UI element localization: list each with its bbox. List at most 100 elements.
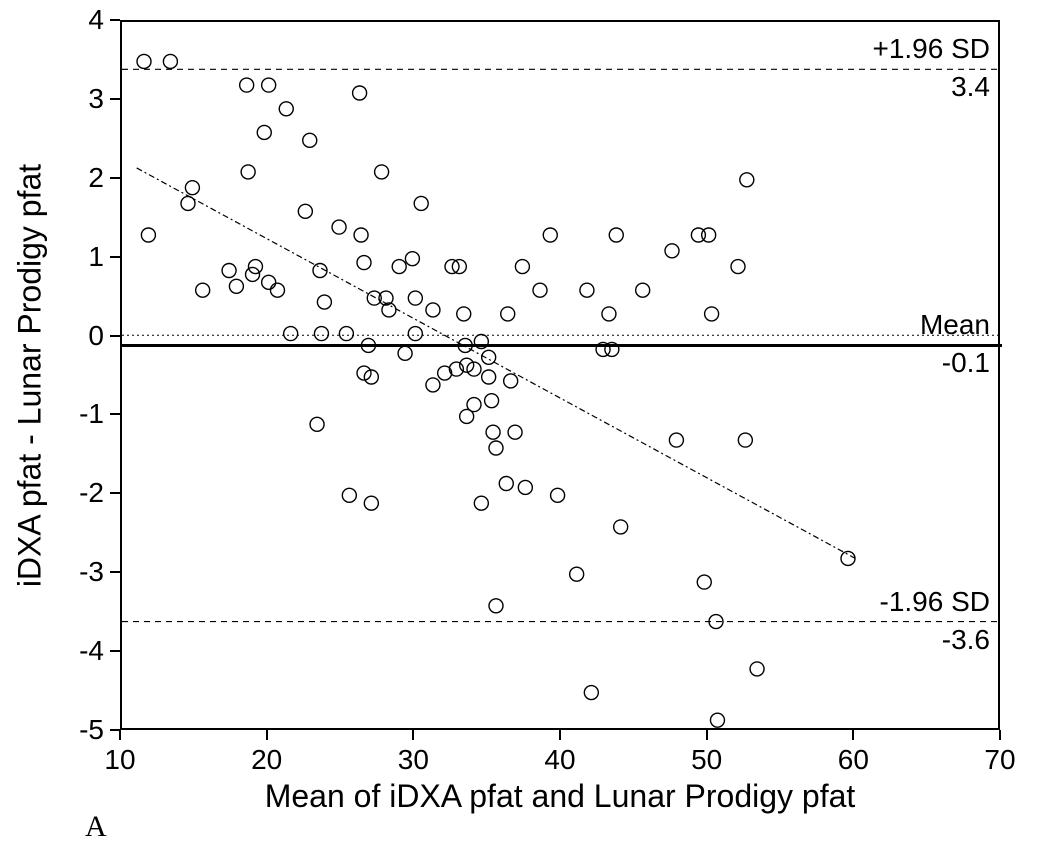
data-point bbox=[501, 307, 515, 321]
data-point bbox=[602, 307, 616, 321]
data-point bbox=[408, 327, 422, 341]
y-tick bbox=[110, 177, 120, 179]
data-point bbox=[731, 260, 745, 274]
y-axis-title: iDXA pfat - Lunar Prodigy pfat bbox=[12, 21, 49, 731]
data-point bbox=[196, 283, 210, 297]
data-point bbox=[515, 260, 529, 274]
data-point bbox=[504, 374, 518, 388]
data-point bbox=[141, 228, 155, 242]
x-tick bbox=[999, 730, 1001, 740]
y-tick-label: -3 bbox=[60, 556, 104, 588]
data-point bbox=[229, 279, 243, 293]
data-point bbox=[486, 425, 500, 439]
data-point bbox=[584, 686, 598, 700]
data-point bbox=[710, 713, 724, 727]
y-tick-label: 2 bbox=[60, 162, 104, 194]
data-point bbox=[303, 133, 317, 147]
data-point bbox=[499, 477, 513, 491]
data-point bbox=[353, 86, 367, 100]
y-tick bbox=[110, 413, 120, 415]
y-tick-label: 4 bbox=[60, 4, 104, 36]
upper-loa-label: +1.96 SD bbox=[830, 33, 990, 65]
data-point bbox=[636, 283, 650, 297]
x-tick-label: 10 bbox=[90, 744, 150, 776]
mean-line-value: -0.1 bbox=[830, 347, 990, 379]
data-point bbox=[317, 295, 331, 309]
data-point bbox=[163, 54, 177, 68]
data-point bbox=[482, 370, 496, 384]
data-point bbox=[570, 567, 584, 581]
data-point bbox=[414, 196, 428, 210]
data-point bbox=[248, 260, 262, 274]
y-tick-label: -1 bbox=[60, 398, 104, 430]
x-tick-label: 60 bbox=[823, 744, 883, 776]
data-point bbox=[354, 228, 368, 242]
x-tick-label: 70 bbox=[970, 744, 1030, 776]
data-point bbox=[508, 425, 522, 439]
y-tick-label: 0 bbox=[60, 320, 104, 352]
x-tick-label: 50 bbox=[677, 744, 737, 776]
x-tick-label: 20 bbox=[237, 744, 297, 776]
data-point bbox=[185, 181, 199, 195]
data-point bbox=[241, 165, 255, 179]
data-point bbox=[426, 378, 440, 392]
y-tick bbox=[110, 98, 120, 100]
data-point bbox=[543, 228, 557, 242]
data-point bbox=[284, 327, 298, 341]
data-point bbox=[314, 327, 328, 341]
data-point bbox=[665, 244, 679, 258]
data-point bbox=[614, 520, 628, 534]
data-point bbox=[489, 599, 503, 613]
lower-loa-label: -1.96 SD bbox=[830, 586, 990, 618]
data-point bbox=[457, 307, 471, 321]
y-tick bbox=[110, 492, 120, 494]
data-point bbox=[489, 441, 503, 455]
x-tick-label: 30 bbox=[383, 744, 443, 776]
data-point bbox=[702, 228, 716, 242]
y-tick bbox=[110, 19, 120, 21]
data-point bbox=[405, 252, 419, 266]
data-point bbox=[279, 102, 293, 116]
x-tick bbox=[706, 730, 708, 740]
data-point bbox=[222, 264, 236, 278]
x-tick bbox=[266, 730, 268, 740]
data-point bbox=[467, 398, 481, 412]
data-point bbox=[408, 291, 422, 305]
y-tick-label: -5 bbox=[60, 714, 104, 746]
data-point bbox=[332, 220, 346, 234]
data-point bbox=[262, 275, 276, 289]
mean-line-label: Mean bbox=[830, 309, 990, 341]
data-point bbox=[298, 204, 312, 218]
data-point bbox=[339, 327, 353, 341]
y-tick-label: -2 bbox=[60, 477, 104, 509]
y-tick-label: 1 bbox=[60, 241, 104, 273]
data-point bbox=[392, 260, 406, 274]
data-point bbox=[482, 350, 496, 364]
data-point bbox=[740, 173, 754, 187]
y-tick bbox=[110, 729, 120, 731]
data-point bbox=[357, 256, 371, 270]
x-tick bbox=[852, 730, 854, 740]
y-tick bbox=[110, 335, 120, 337]
data-point bbox=[364, 496, 378, 510]
data-point bbox=[705, 307, 719, 321]
chart-container: 10203040506070-5-4-3-2-101234+1.96 SD3.4… bbox=[0, 0, 1050, 844]
data-point bbox=[262, 78, 276, 92]
data-point bbox=[246, 267, 260, 281]
upper-loa-value: 3.4 bbox=[830, 71, 990, 103]
y-tick bbox=[110, 571, 120, 573]
data-point bbox=[533, 283, 547, 297]
data-point bbox=[270, 283, 284, 297]
data-point bbox=[257, 125, 271, 139]
data-point bbox=[518, 480, 532, 494]
y-tick-label: -4 bbox=[60, 635, 104, 667]
x-axis-title: Mean of iDXA pfat and Lunar Prodigy pfat bbox=[120, 778, 1000, 815]
data-point bbox=[310, 417, 324, 431]
lower-loa-value: -3.6 bbox=[830, 624, 990, 656]
data-point bbox=[841, 551, 855, 565]
data-point bbox=[342, 488, 356, 502]
x-tick-label: 40 bbox=[530, 744, 590, 776]
panel-label: A bbox=[85, 810, 107, 844]
x-tick bbox=[559, 730, 561, 740]
data-point bbox=[485, 394, 499, 408]
